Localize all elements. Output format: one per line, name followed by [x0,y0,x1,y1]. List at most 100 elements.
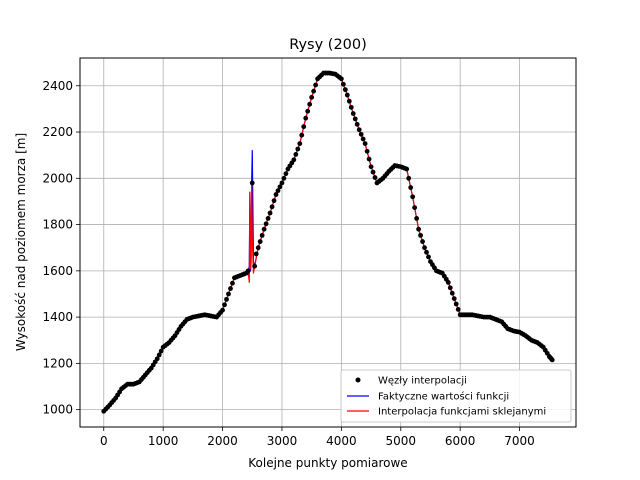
x-tick-label: 6000 [445,434,476,448]
interpolation-node [279,180,285,186]
interpolation-node [156,352,162,358]
interpolation-node [309,94,315,100]
y-axis-title: Wysokość nad poziomem morza [m] [14,133,28,351]
interpolation-node [226,291,231,297]
y-tick-label: 1800 [42,218,73,232]
plot-frame [79,57,577,428]
interpolation-node [338,76,344,82]
x-axis-title: Kolejne punkty pomiarowe [248,456,407,470]
interpolation-node [422,245,427,251]
y-axis-ticks: 1000 1200 1400 1600 1800 2000 2200 2400 [42,79,80,417]
interpolation-node [291,157,297,163]
interpolation-node [154,356,160,362]
interpolation-node [255,245,261,251]
interpolation-node [420,239,425,244]
interpolation-node [445,280,451,285]
grid [80,58,576,427]
interpolation-node [372,175,378,180]
interpolation-node [293,151,299,157]
interpolation-node [424,249,429,255]
interpolation-node [366,156,372,162]
interpolation-node [297,141,303,147]
interpolation-node [410,194,416,200]
interpolation-node [356,127,362,133]
interpolation-node [408,185,414,190]
legend-nodes-label: Węzły interpolacji [378,376,467,387]
interpolation-node [158,348,164,354]
x-tick-label: 0 [100,434,108,448]
legend-actual-label: Faktyczne wartości funkcji [378,391,509,403]
interpolation-node [301,124,307,130]
interpolation-node [303,115,309,121]
interpolation-node [230,280,235,286]
y-tick-label: 1000 [42,403,73,417]
interpolation-node [362,141,368,147]
interpolation-node [267,210,273,216]
interpolation-node [453,301,459,307]
interpolation-node [364,148,370,154]
interpolation-node [257,239,263,244]
interpolation-node [222,302,227,308]
interpolation-node [273,192,279,197]
interpolation-node [311,88,317,94]
interpolation-node [224,296,229,302]
chart-title: Rysy (200) [289,37,367,53]
interpolation-node [358,131,364,137]
interpolation-node [281,175,287,181]
y-tick-label: 1200 [42,356,73,370]
legend-spline-label: Interpolacja funkcjami sklejanymi [378,407,546,418]
interpolation-node [249,180,255,186]
interpolation-node [416,226,421,232]
x-tick-label: 7000 [504,434,535,448]
interpolation-node [426,254,431,260]
series-nodes [101,70,555,414]
interpolation-node [449,290,455,296]
interpolation-node [245,268,251,274]
interpolation-node [295,146,301,152]
interpolation-node [277,184,283,190]
interpolation-node [360,136,366,142]
spline-line [103,72,553,412]
x-tick-label: 3000 [267,434,298,448]
interpolation-node [406,175,412,181]
interpolation-node [455,307,461,312]
y-tick-label: 2200 [42,125,73,139]
interpolation-node [350,111,356,116]
interpolation-node [404,166,410,172]
y-tick-label: 1400 [42,310,73,324]
interpolation-node [348,104,354,110]
interpolation-node [265,216,271,221]
series-actual-line [103,72,553,412]
interpolation-node [370,169,376,175]
y-tick-label: 1600 [42,264,73,278]
x-tick-label: 1000 [148,434,179,448]
interpolation-node [228,286,233,291]
interpolation-node [283,171,289,177]
legend-nodes-marker [355,377,361,383]
x-tick-label: 4000 [326,434,357,448]
interpolation-node [252,263,258,269]
interpolation-node [271,198,277,204]
interpolation-node [414,216,420,221]
interpolation-node [549,357,555,363]
interpolation-node [275,188,281,194]
interpolation-node [447,285,453,291]
interpolation-node [346,98,352,104]
interpolation-node [261,226,267,232]
interpolation-node [340,81,346,87]
interpolation-node [451,296,457,301]
interpolation-node [313,82,319,88]
interpolation-node [368,164,374,170]
interpolation-node [220,307,225,313]
series-spline-line [103,72,553,412]
interpolation-node [354,121,360,127]
x-tick-label: 2000 [207,434,238,448]
interpolation-node [344,92,350,98]
interpolation-node [418,232,423,238]
x-axis-ticks: 0 1000 2000 3000 4000 5000 6000 7000 [100,427,535,448]
interpolation-node [342,87,348,93]
actual-values-line [103,72,553,412]
interpolation-node [269,204,275,210]
interpolation-node [305,108,311,114]
y-tick-label: 2000 [42,171,73,185]
